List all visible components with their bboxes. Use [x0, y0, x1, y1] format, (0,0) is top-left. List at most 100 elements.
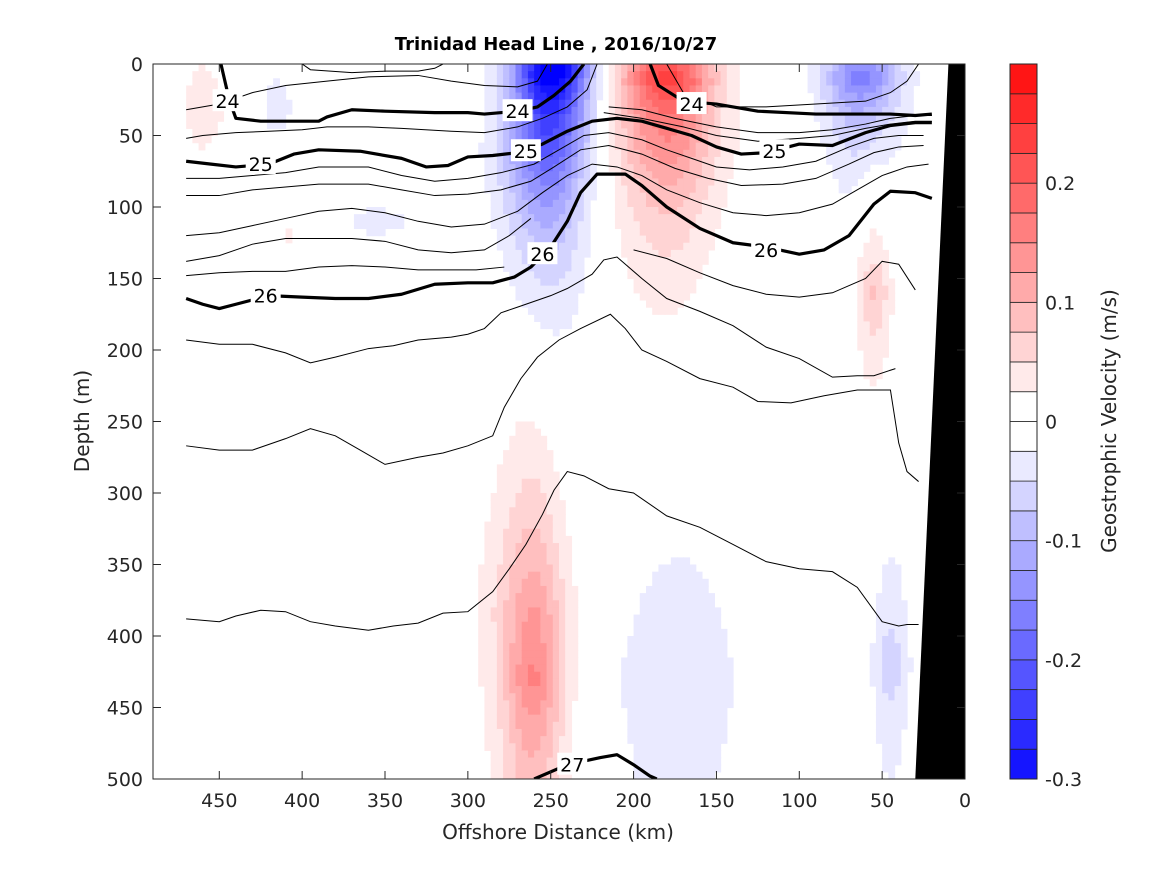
velocity-cell: [664, 757, 672, 766]
velocity-cell: [670, 607, 678, 616]
velocity-cell: [888, 99, 896, 108]
velocity-cell: [540, 307, 548, 315]
velocity-cell: [726, 664, 734, 673]
velocity-cell: [285, 106, 293, 115]
velocity-cell: [683, 707, 691, 716]
velocity-cell: [552, 607, 560, 616]
velocity-cell: [496, 607, 504, 616]
velocity-cell: [540, 464, 548, 473]
velocity-cell: [515, 743, 523, 751]
velocity-cell: [552, 700, 560, 709]
velocity-cell: [527, 457, 535, 465]
velocity-cell: [726, 121, 734, 129]
velocity-cell: [577, 185, 585, 194]
velocity-cell: [534, 435, 541, 444]
velocity-cell: [571, 121, 579, 129]
velocity-cell: [726, 78, 734, 87]
velocity-cell: [832, 135, 840, 144]
velocity-cell: [658, 307, 666, 315]
velocity-cell: [509, 164, 517, 172]
velocity-cell: [621, 99, 628, 108]
velocity-cell: [664, 71, 672, 79]
velocity-cell: [670, 106, 678, 115]
velocity-cell: [534, 221, 541, 230]
velocity-cell: [720, 92, 728, 101]
velocity-cell: [559, 686, 566, 694]
velocity-cell: [882, 714, 889, 723]
velocity-cell: [577, 92, 585, 101]
velocity-cell: [714, 750, 722, 759]
velocity-cell: [900, 128, 908, 137]
velocity-cell: [677, 607, 684, 616]
velocity-cell: [534, 478, 541, 487]
velocity-cell: [695, 636, 703, 644]
velocity-cell: [726, 657, 734, 666]
velocity-cell: [720, 64, 728, 72]
velocity-cell: [733, 142, 740, 151]
velocity-cell: [664, 228, 672, 237]
velocity-cell: [583, 121, 591, 129]
velocity-cell: [204, 85, 212, 94]
isopycnal-label: 26: [530, 244, 554, 266]
velocity-cell: [869, 64, 877, 72]
velocity-cell: [515, 471, 523, 480]
velocity-cell: [664, 650, 672, 659]
velocity-cell: [689, 278, 697, 287]
velocity-cell: [527, 285, 535, 294]
velocity-cell: [540, 707, 548, 716]
isopycnal-label-bg: [502, 99, 533, 122]
velocity-cell: [552, 264, 560, 272]
velocity-cell: [627, 264, 635, 272]
velocity-cell: [708, 700, 715, 709]
velocity-cell: [552, 328, 560, 337]
velocity-cell: [521, 721, 529, 730]
velocity-cell: [496, 171, 504, 179]
velocity-cell: [714, 64, 722, 72]
velocity-cell: [496, 564, 504, 573]
velocity-cell: [882, 650, 889, 659]
velocity-cell: [664, 92, 672, 101]
velocity-cell: [621, 85, 628, 94]
velocity-cell: [714, 78, 722, 87]
velocity-cell: [689, 636, 697, 644]
velocity-cell: [720, 192, 728, 201]
velocity-cell: [875, 114, 883, 122]
velocity-cell: [614, 207, 622, 215]
velocity-cell: [677, 228, 684, 237]
velocity-cell: [894, 85, 902, 94]
velocity-cell: [273, 99, 280, 108]
x-tick-label: 300: [450, 790, 486, 812]
velocity-cell: [720, 650, 728, 659]
velocity-cell: [546, 106, 554, 115]
velocity-cell: [664, 621, 672, 630]
velocity-cell: [509, 657, 517, 666]
velocity-cell: [857, 114, 865, 122]
velocity-cell: [534, 585, 541, 594]
velocity-cell: [888, 128, 896, 137]
velocity-cell: [540, 178, 548, 187]
velocity-cell: [670, 714, 678, 723]
velocity-cell: [857, 85, 865, 94]
velocity-cell: [714, 192, 722, 201]
velocity-cell: [186, 114, 193, 122]
velocity-cell: [683, 693, 691, 701]
velocity-cell: [813, 92, 821, 101]
y-tick-label: 0: [131, 54, 143, 76]
velocity-cell: [677, 278, 684, 287]
velocity-cell: [900, 85, 908, 94]
velocity-cell: [509, 478, 517, 487]
velocity-cell: [646, 678, 653, 687]
velocity-cell: [546, 600, 554, 608]
velocity-cell: [484, 686, 492, 694]
velocity-cell: [583, 92, 591, 101]
velocity-cell: [534, 299, 541, 308]
velocity-cell: [826, 149, 834, 158]
velocity-cell: [639, 614, 647, 623]
velocity-cell: [614, 164, 622, 172]
velocity-cell: [907, 664, 914, 673]
velocity-cell: [627, 121, 635, 129]
velocity-cell: [652, 135, 660, 144]
velocity-cell: [621, 664, 628, 673]
velocity-cell: [832, 106, 840, 115]
velocity-cell: [633, 264, 641, 272]
